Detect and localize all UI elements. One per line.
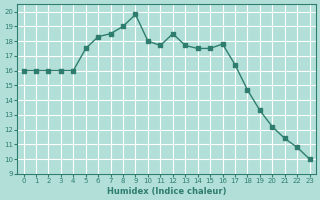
X-axis label: Humidex (Indice chaleur): Humidex (Indice chaleur) <box>107 187 226 196</box>
